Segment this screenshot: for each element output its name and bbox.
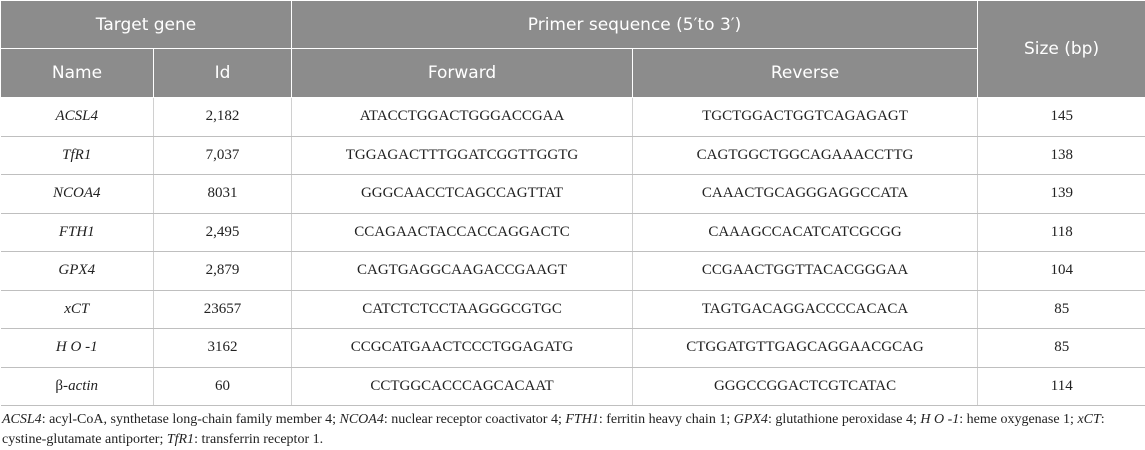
- size-cell: 104: [978, 252, 1145, 291]
- table-row: xCT 23657 CATCTCTCCTAAGGGCGTGC TAGTGACAG…: [1, 290, 1145, 329]
- gene-name-cell: TfR1: [1, 136, 154, 175]
- gene-id-cell: 2,182: [154, 98, 292, 137]
- gene-name-cell: NCOA4: [1, 175, 154, 214]
- header-forward: Forward: [292, 49, 633, 98]
- gene-id-cell: 7,037: [154, 136, 292, 175]
- table-row: FTH1 2,495 CCAGAACTACCACCAGGACTC CAAAGCC…: [1, 213, 1145, 252]
- footnote-term: ACSL4: [2, 412, 42, 427]
- forward-primer-cell: CATCTCTCCTAAGGGCGTGC: [292, 290, 633, 329]
- beta-symbol: β-: [55, 378, 68, 394]
- primer-table: Target gene Primer sequence (5′to 3′) Si…: [0, 0, 1145, 406]
- gene-id-cell: 8031: [154, 175, 292, 214]
- footnote-term: GPX4: [734, 412, 768, 427]
- reverse-primer-cell: CTGGATGTTGAGCAGGAACGCAG: [633, 329, 978, 368]
- footnote-term: NCOA4: [340, 412, 384, 427]
- gene-id-cell: 2,879: [154, 252, 292, 291]
- footnote-definition: cystine-glutamate antiporter;: [2, 432, 167, 447]
- gene-id-cell: 2,495: [154, 213, 292, 252]
- size-cell: 118: [978, 213, 1145, 252]
- forward-primer-cell: TGGAGACTTTGGATCGGTTGGTG: [292, 136, 633, 175]
- footnote-definition: : nuclear receptor coactivator 4;: [384, 412, 566, 427]
- gene-name-cell: xCT: [1, 290, 154, 329]
- gene-name-cell: FTH1: [1, 213, 154, 252]
- gene-id-cell: 3162: [154, 329, 292, 368]
- gene-name-cell: H O -1: [1, 329, 154, 368]
- table-row: TfR1 7,037 TGGAGACTTTGGATCGGTTGGTG CAGTG…: [1, 136, 1145, 175]
- forward-primer-cell: GGGCAACCTCAGCCAGTTAT: [292, 175, 633, 214]
- reverse-primer-cell: CAAAGCCACATCATCGCGG: [633, 213, 978, 252]
- forward-primer-cell: CCGCATGAACTCCCTGGAGATG: [292, 329, 633, 368]
- footnote-term: H O -1: [920, 412, 959, 427]
- header-size: Size (bp): [978, 1, 1145, 98]
- footnote-definition: : acyl-CoA, synthetase long-chain family…: [42, 412, 340, 427]
- reverse-primer-cell: CCGAACTGGTTACACGGGAA: [633, 252, 978, 291]
- footnote-definition: : heme oxygenase 1;: [959, 412, 1077, 427]
- gene-name-suffix: actin: [68, 378, 98, 394]
- size-cell: 145: [978, 98, 1145, 137]
- header-row-sub: Name Id Forward Reverse: [1, 49, 1145, 98]
- size-cell: 85: [978, 290, 1145, 329]
- table-row: NCOA4 8031 GGGCAACCTCAGCCAGTTAT CAAACTGC…: [1, 175, 1145, 214]
- reverse-primer-cell: CAAACTGCAGGGAGGCCATA: [633, 175, 978, 214]
- header-target-gene: Target gene: [1, 1, 292, 49]
- forward-primer-cell: ATACCTGGACTGGGACCGAA: [292, 98, 633, 137]
- footnote-definition: : glutathione peroxidase 4;: [768, 412, 920, 427]
- gene-id-cell: 60: [154, 367, 292, 406]
- footnote-term: TfR1: [167, 432, 194, 447]
- forward-primer-cell: CCTGGCACCCAGCACAAT: [292, 367, 633, 406]
- table-footnote: ACSL4: acyl-CoA, synthetase long-chain f…: [2, 410, 1142, 450]
- footnote-definition: : transferrin receptor 1.: [194, 432, 323, 447]
- reverse-primer-cell: TAGTGACAGGACCCCACACA: [633, 290, 978, 329]
- gene-name-cell: ACSL4: [1, 98, 154, 137]
- table-header: Target gene Primer sequence (5′to 3′) Si…: [1, 1, 1145, 98]
- footnote-term: xCT: [1077, 412, 1100, 427]
- gene-name-cell: β-actin: [1, 367, 154, 406]
- table-body: ACSL4 2,182 ATACCTGGACTGGGACCGAA TGCTGGA…: [1, 98, 1145, 406]
- forward-primer-cell: CCAGAACTACCACCAGGACTC: [292, 213, 633, 252]
- table-row: H O -1 3162 CCGCATGAACTCCCTGGAGATG CTGGA…: [1, 329, 1145, 368]
- table-row: β-actin 60 CCTGGCACCCAGCACAAT GGGCCGGACT…: [1, 367, 1145, 406]
- table-row: ACSL4 2,182 ATACCTGGACTGGGACCGAA TGCTGGA…: [1, 98, 1145, 137]
- header-row-top: Target gene Primer sequence (5′to 3′) Si…: [1, 1, 1145, 49]
- size-cell: 139: [978, 175, 1145, 214]
- gene-name-cell: GPX4: [1, 252, 154, 291]
- reverse-primer-cell: CAGTGGCTGGCAGAAACCTTG: [633, 136, 978, 175]
- footnote-definition: : ferritin heavy chain 1;: [599, 412, 734, 427]
- reverse-primer-cell: GGGCCGGACTCGTCATAC: [633, 367, 978, 406]
- header-name: Name: [1, 49, 154, 98]
- reverse-primer-cell: TGCTGGACTGGTCAGAGAGT: [633, 98, 978, 137]
- table-row: GPX4 2,879 CAGTGAGGCAAGACCGAAGT CCGAACTG…: [1, 252, 1145, 291]
- forward-primer-cell: CAGTGAGGCAAGACCGAAGT: [292, 252, 633, 291]
- size-cell: 85: [978, 329, 1145, 368]
- header-id: Id: [154, 49, 292, 98]
- header-primer-sequence: Primer sequence (5′to 3′): [292, 1, 978, 49]
- footnote-term: FTH1: [565, 412, 598, 427]
- gene-id-cell: 23657: [154, 290, 292, 329]
- footnote-definition: :: [1101, 412, 1105, 427]
- size-cell: 138: [978, 136, 1145, 175]
- size-cell: 114: [978, 367, 1145, 406]
- header-reverse: Reverse: [633, 49, 978, 98]
